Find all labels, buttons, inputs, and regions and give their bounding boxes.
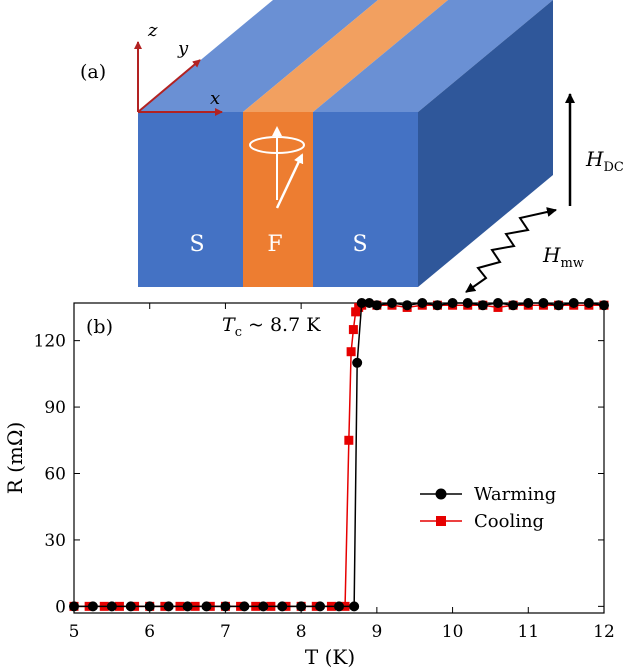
slab-top-ferromagnet: [243, 0, 448, 112]
data-point-warming: [239, 601, 250, 612]
data-point-warming: [315, 601, 326, 612]
axis-label-z: z: [147, 20, 158, 41]
data-point-warming: [387, 298, 397, 308]
x-tick-label: 10: [442, 622, 464, 642]
layer-s-left: [138, 112, 243, 287]
layer-s-right: [313, 112, 418, 287]
data-point-warming: [106, 601, 117, 612]
x-axis-label: T (K): [305, 645, 355, 669]
slab-top-left: [138, 0, 378, 112]
data-point-warming: [144, 601, 155, 612]
panel-a-label: (a): [80, 61, 106, 83]
data-point-cooling: [348, 325, 358, 335]
data-point-warming: [87, 601, 98, 612]
legend: Warming Cooling: [420, 484, 556, 532]
field-dc-symbol: H: [585, 147, 604, 171]
data-point-warming: [69, 601, 79, 612]
layer-label-s-left: S: [189, 232, 204, 257]
field-mw: Hmw: [465, 207, 584, 293]
x-tick-label: 5: [69, 622, 80, 642]
data-point-warming: [568, 298, 579, 308]
data-point-warming: [220, 601, 231, 612]
x-tick-label: 12: [593, 622, 615, 642]
legend-marker-warming: [435, 488, 447, 500]
data-point-cooling: [346, 347, 356, 357]
slab-top-right: [313, 0, 553, 112]
svg-text:Hmw: Hmw: [542, 243, 584, 271]
data-point-warming: [371, 300, 382, 311]
data-point-warming: [447, 298, 458, 308]
legend-label-cooling: Cooling: [474, 511, 544, 532]
field-dc-subscript: DC: [603, 160, 623, 175]
data-point-cooling: [344, 435, 354, 445]
data-point-warming: [477, 300, 488, 311]
data-point-warming: [508, 300, 519, 311]
panel-a: (a) S F S z y x HDC: [80, 0, 624, 293]
tc-value: ~ 8.7 K: [242, 314, 321, 336]
y-tick-label: 0: [55, 597, 66, 617]
layer-label-s-right: S: [352, 232, 367, 257]
data-point-warming: [258, 601, 269, 612]
field-dc: HDC: [565, 93, 624, 206]
data-point-warming: [349, 601, 360, 612]
tc-symbol: T: [222, 314, 236, 336]
legend-label-warming: Warming: [474, 484, 556, 505]
tc-subscript: c: [235, 325, 242, 340]
data-point-warming: [538, 298, 549, 308]
panel-b-label: (b): [86, 316, 113, 338]
data-point-warming: [432, 300, 443, 311]
data-point-warming: [334, 601, 344, 612]
svg-text:HDC: HDC: [585, 147, 624, 175]
y-axis-label: R (mΩ): [3, 422, 27, 495]
data-point-warming: [277, 601, 288, 612]
data-point-warming: [583, 298, 594, 308]
data-point-warming: [553, 300, 564, 311]
data-point-warming: [163, 601, 174, 612]
data-point-warming: [493, 298, 503, 308]
x-tick-label: 11: [517, 622, 539, 642]
plot-area: [73, 302, 605, 614]
data-point-warming: [201, 601, 212, 612]
x-tick-label: 8: [296, 622, 307, 642]
data-point-warming: [462, 298, 473, 308]
x-tick-label: 6: [144, 622, 155, 642]
y-tick-label: 60: [44, 465, 66, 485]
data-point-warming: [125, 601, 136, 612]
precession-icon: [249, 126, 305, 209]
data-point-warming: [182, 601, 193, 612]
layer-label-f: F: [267, 232, 282, 257]
data-point-warming: [364, 298, 375, 308]
data-point-warming: [356, 298, 367, 308]
data-point-warming: [523, 298, 534, 308]
data-point-warming: [352, 357, 363, 368]
axis-label-y: y: [177, 38, 189, 59]
field-mw-symbol: H: [542, 243, 561, 267]
y-tick-label: 90: [44, 398, 66, 418]
coordinate-axes: z y x: [134, 20, 223, 116]
x-tick-label: 9: [371, 622, 382, 642]
svg-text:Tc ~ 8.7 K: Tc ~ 8.7 K: [222, 314, 321, 340]
data-point-warming: [402, 300, 413, 311]
legend-marker-cooling: [436, 516, 446, 526]
x-tick-label: 7: [220, 622, 231, 642]
field-mw-subscript: mw: [560, 256, 583, 271]
y-tick-label: 120: [34, 332, 66, 352]
data-series: [69, 298, 609, 612]
data-point-warming: [296, 601, 307, 612]
axis-label-x: x: [210, 88, 220, 109]
slab-side: [418, 0, 553, 287]
data-point-warming: [417, 298, 428, 308]
y-tick-label: 30: [44, 531, 66, 551]
data-point-warming: [599, 300, 609, 311]
